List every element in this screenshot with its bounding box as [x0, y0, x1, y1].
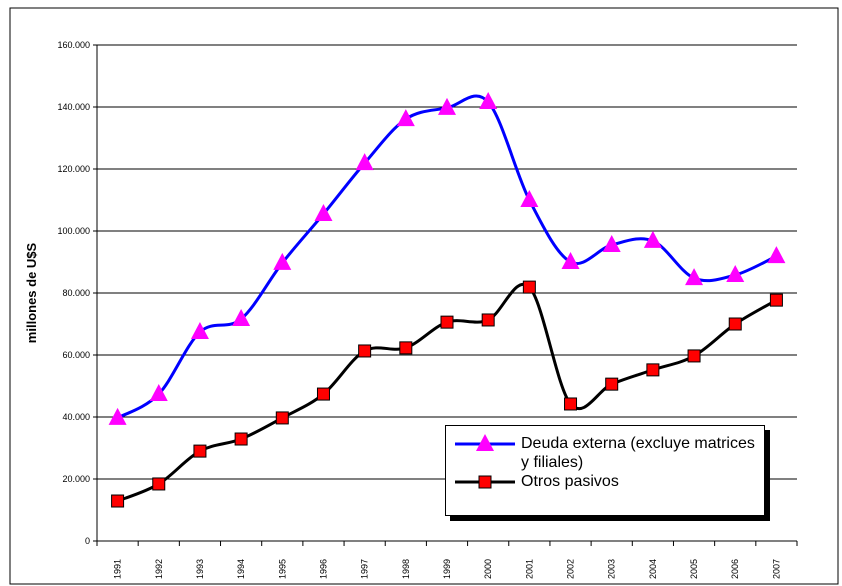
y-tick-label: 60.000	[62, 350, 90, 360]
marker	[355, 153, 374, 171]
x-tick-label: 1997	[360, 559, 370, 579]
marker	[396, 109, 415, 127]
marker	[234, 432, 248, 446]
marker	[358, 344, 372, 358]
x-tick-label: 2007	[771, 559, 781, 579]
marker	[275, 411, 289, 425]
marker	[440, 315, 454, 329]
marker	[685, 268, 704, 286]
frame-border	[9, 7, 839, 585]
marker	[438, 97, 456, 115]
x-tick-label: 1993	[195, 559, 205, 579]
marker	[522, 280, 536, 294]
x-tick-label: 1998	[401, 559, 411, 579]
marker	[314, 203, 333, 221]
y-tick-label: 20.000	[62, 474, 90, 484]
marker	[399, 341, 413, 355]
marker	[152, 477, 166, 491]
x-tick-label: 1999	[442, 559, 452, 579]
legend-label: Deuda externa (excluye matrices y filial…	[521, 435, 755, 471]
marker	[520, 190, 539, 207]
x-tick-label: 2001	[524, 559, 534, 579]
marker	[643, 230, 662, 248]
marker	[602, 234, 621, 252]
legend-label: Otros pasivos	[521, 473, 619, 490]
y-tick-label: 0	[85, 536, 90, 546]
marker	[726, 265, 745, 283]
x-tick-label: 2000	[483, 559, 493, 579]
marker	[564, 397, 578, 411]
marker	[476, 434, 494, 451]
marker	[481, 313, 495, 327]
x-tick-label: 1991	[113, 559, 123, 579]
x-tick-label: 2002	[566, 559, 576, 579]
y-tick-label: 40.000	[62, 412, 90, 422]
x-tick-label: 2004	[648, 559, 658, 579]
marker	[561, 252, 580, 269]
series-line	[116, 94, 778, 420]
marker	[316, 387, 330, 401]
y-tick-label: 100.000	[57, 226, 90, 236]
x-tick-label: 1995	[277, 559, 287, 579]
marker	[193, 444, 207, 458]
y-tick-label: 80.000	[62, 288, 90, 298]
x-tick-label: 2003	[607, 559, 617, 579]
x-tick-label: 1996	[318, 559, 328, 579]
marker	[605, 377, 619, 391]
marker	[190, 322, 209, 340]
marker	[273, 252, 292, 270]
x-tick-label: 2006	[730, 559, 740, 579]
marker	[767, 246, 786, 264]
legend-swatch	[455, 434, 515, 451]
y-tick-label: 140.000	[57, 102, 90, 112]
x-tick-label: 2005	[689, 559, 699, 579]
series-line	[117, 282, 778, 503]
y-axis-label: millones de U$S	[24, 242, 39, 343]
legend-swatch	[455, 475, 515, 489]
marker	[232, 309, 251, 327]
y-tick-label: 160.000	[57, 40, 90, 50]
legend: Deuda externa (excluye matrices y filial…	[445, 425, 765, 516]
marker	[478, 475, 492, 489]
x-tick-label: 1994	[236, 559, 246, 579]
marker	[149, 384, 168, 402]
marker	[479, 92, 498, 110]
marker	[108, 407, 127, 425]
marker	[646, 363, 660, 377]
y-tick-label: 120.000	[57, 164, 90, 174]
marker	[687, 349, 701, 363]
marker	[111, 494, 125, 508]
marker	[769, 293, 783, 307]
x-tick-label: 1992	[154, 559, 164, 579]
marker	[728, 317, 742, 331]
